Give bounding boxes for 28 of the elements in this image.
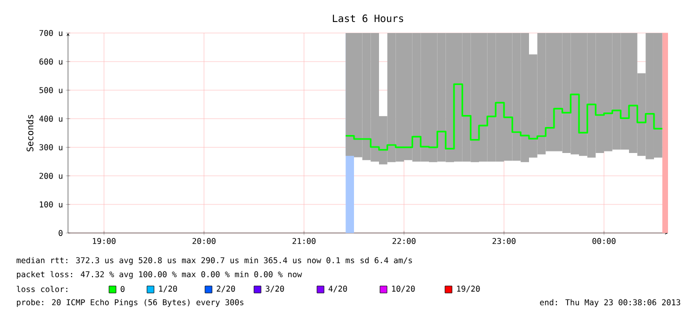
y-tick-label: 300 u (39, 144, 62, 150)
text: end: Thu May 23 00:38:06 2013 (540, 299, 680, 307)
x-tick-label: 20:00 (192, 238, 216, 244)
legend-label: 2/20 (216, 286, 235, 292)
legend-label: 10/20 (392, 286, 415, 292)
legend-label: 0 (120, 286, 125, 292)
y-axis-title: Seconds (26, 114, 34, 152)
x-tick-label: 19:00 (92, 238, 116, 244)
text: packet loss: 47.32 % avg 100.00 % max 0.00 % min 0.00 % now (16, 271, 302, 279)
legend-label: 3/20 (266, 286, 284, 292)
x-tick-label: 23:00 (492, 238, 516, 244)
y-tick-label: 700 u (39, 30, 62, 36)
x-tick-label: 21:00 (292, 238, 316, 244)
x-tick-label: 00:00 (592, 238, 616, 244)
y-tick-label: 0 (58, 230, 62, 236)
legend-label: 19/20 (457, 286, 480, 292)
text: loss color: (16, 286, 68, 292)
chart-title: Last 6 Hours (332, 14, 404, 22)
x-tick-label: 22:00 (392, 238, 416, 244)
y-tick-label: 500 u (39, 87, 62, 94)
y-tick-label: 400 u (39, 116, 62, 122)
text: probe: 20 ICMP Echo Pings (56 Bytes) every 300s (16, 299, 244, 307)
text: median rtt: 372.3 us avg 520.8 us max 290.7 us min 365.4 us now 0.1 ms sd 6.4 am/s (16, 257, 412, 265)
y-tick-label: 600 u (39, 58, 62, 65)
legend-label: 4/20 (328, 286, 347, 292)
legend-label: 1/20 (159, 286, 177, 292)
y-tick-label: 100 u (40, 201, 62, 208)
y-tick-label: 200 u (40, 172, 62, 179)
